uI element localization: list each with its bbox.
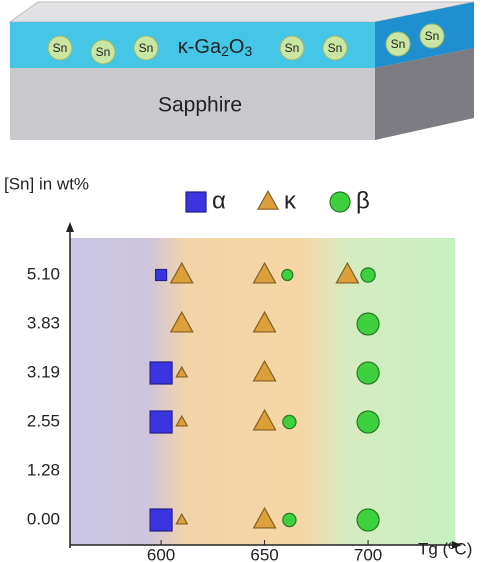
circle-marker (356, 361, 380, 385)
dopant-label: Sn (96, 45, 111, 59)
dopant-label: Sn (425, 29, 440, 43)
circle-marker (360, 267, 376, 283)
film-label-part: κ-Ga (178, 36, 222, 58)
dopant-label: Sn (328, 41, 343, 55)
x-axis-arrow (452, 541, 462, 549)
triangle-marker (252, 506, 277, 529)
triangle-marker (256, 189, 280, 210)
square-marker (149, 508, 173, 532)
dopant-particle (90, 39, 116, 65)
triangle-marker (335, 261, 360, 284)
circle-marker (329, 191, 351, 213)
dopant-particle (47, 35, 73, 61)
triangle-marker (252, 310, 277, 333)
film-label-part: O (229, 36, 245, 58)
film-label-part: 2 (221, 43, 229, 59)
dopant-label: Sn (285, 41, 300, 55)
circle-marker (282, 414, 297, 430)
legend-label: α (212, 187, 226, 214)
film-label: κ-Ga2O3 (178, 36, 253, 58)
x-tick-label: 700 (354, 545, 382, 562)
circle-marker (281, 268, 294, 282)
dopant-particle (419, 23, 445, 49)
square-marker (149, 361, 173, 385)
schematic: Sn Sn Sn Sn Sn Sn Sn κ-Ga2O3 Sapphire (8, 1, 475, 140)
circle-marker (282, 512, 297, 528)
x-tick-label: 600 (147, 545, 175, 562)
dopant-particle (133, 35, 159, 61)
y-tick-label: 3.83 (27, 313, 60, 332)
circle-marker (356, 312, 380, 336)
y-tick-label: 3.19 (27, 362, 60, 381)
legend-label: κ (284, 187, 297, 214)
circle-marker (356, 508, 380, 532)
y-tick-label: 2.55 (27, 411, 60, 430)
y-axis-arrow (66, 222, 74, 232)
x-tick-label: 650 (250, 545, 278, 562)
y-axis-label: [Sn] in wt% (4, 174, 89, 193)
square-marker (185, 191, 207, 213)
y-tick-label: 5.10 (27, 264, 60, 283)
substrate-side (375, 48, 474, 140)
plot-background (70, 238, 455, 545)
triangle-marker (169, 310, 194, 333)
triangle-marker (175, 365, 189, 378)
square-marker (154, 268, 168, 282)
substrate-front (10, 68, 375, 140)
triangle-marker (252, 261, 277, 284)
film-label-part: 3 (244, 43, 252, 59)
legend-label: β (356, 187, 370, 214)
triangle-marker (175, 414, 189, 427)
dopant-label: Sn (391, 37, 406, 51)
triangle-marker (169, 261, 194, 284)
y-tick-label: 0.00 (27, 509, 60, 528)
dopant-particle (279, 35, 305, 61)
dopant-particle (322, 35, 348, 61)
plot: 0.00 1.28 2.55 3.19 3.83 5.10 600 650 700 (27, 261, 382, 562)
x-axis-label: Tg (ºC) (418, 539, 472, 558)
substrate-label: Sapphire (158, 94, 242, 117)
triangle-marker (252, 408, 277, 431)
dopant-particle (385, 31, 411, 57)
y-tick-label: 1.28 (27, 460, 60, 479)
square-marker (149, 410, 173, 434)
dopant-label: Sn (139, 41, 154, 55)
triangle-marker (175, 512, 189, 525)
circle-marker (356, 410, 380, 434)
triangle-marker (252, 359, 277, 382)
dopant-label: Sn (53, 41, 68, 55)
